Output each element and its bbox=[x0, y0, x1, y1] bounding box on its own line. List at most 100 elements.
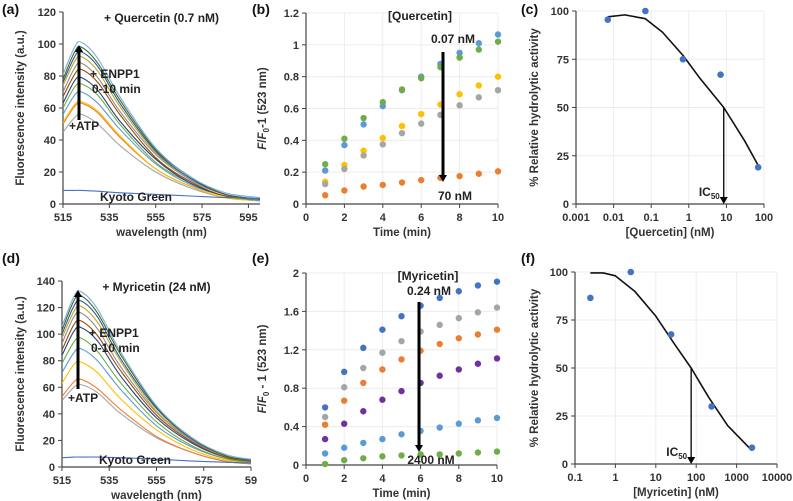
y-axis-title: F/F0-1 (523 nm) bbox=[257, 67, 271, 150]
spectrum-line bbox=[63, 100, 260, 202]
spectrum-line bbox=[63, 45, 260, 200]
data-point bbox=[436, 294, 443, 302]
y-tick-label: 0.2 bbox=[284, 167, 299, 179]
y-tick-label: 0 bbox=[293, 199, 299, 211]
data-point bbox=[360, 183, 367, 190]
data-point bbox=[493, 278, 501, 285]
data-point bbox=[321, 460, 329, 468]
data-point bbox=[360, 147, 367, 154]
y-tick-label: 1 bbox=[293, 40, 299, 52]
decrease-arrow-head bbox=[439, 175, 447, 182]
x-tick-label: 2 bbox=[341, 473, 347, 485]
high-concentration-label: 70 nM bbox=[438, 189, 472, 203]
y-tick-label: 80 bbox=[44, 71, 56, 83]
data-point bbox=[360, 364, 367, 372]
panel-label: (f) bbox=[521, 250, 535, 266]
spectrum-line bbox=[62, 378, 251, 465]
data-point bbox=[322, 192, 329, 199]
spectrum-line bbox=[62, 290, 251, 460]
y-tick-label: 80 bbox=[43, 356, 55, 368]
y-tick-label: 0 bbox=[563, 199, 569, 211]
low-concentration-label: 0.24 nM bbox=[407, 284, 451, 298]
atp-label: +ATP bbox=[68, 391, 98, 405]
data-point bbox=[341, 135, 348, 142]
y-tick-label: 100 bbox=[37, 329, 55, 341]
panel-label: (d) bbox=[2, 250, 20, 266]
data-point bbox=[341, 420, 348, 427]
spectrum-line bbox=[62, 336, 251, 463]
data-point bbox=[493, 448, 501, 455]
x-tick-label: 575 bbox=[193, 212, 211, 224]
data-point bbox=[360, 408, 367, 415]
x-tick-label: 575 bbox=[195, 475, 213, 487]
data-point bbox=[321, 404, 329, 411]
x-tick-label: 2 bbox=[341, 212, 347, 224]
y-axis-title: F/F0 - 1 (523 nm) bbox=[257, 324, 271, 413]
x-tick-label: 535 bbox=[100, 212, 118, 224]
data-point bbox=[341, 397, 348, 404]
panel-c: 0.001 0.01 0.1 1 10 100 0 25 50 75 100 (c) [Querceti… bbox=[521, 1, 773, 239]
data-point bbox=[398, 86, 406, 93]
y-tick-label: 20 bbox=[43, 435, 55, 447]
y-tick-label: 100 bbox=[38, 39, 56, 51]
data-point bbox=[398, 179, 406, 186]
data-point bbox=[360, 439, 367, 447]
y-tick-label: 25 bbox=[557, 151, 569, 163]
data-point bbox=[379, 98, 386, 106]
x-tick-label: 0.01 bbox=[603, 212, 624, 224]
data-point bbox=[341, 457, 348, 464]
x-tick-label: 555 bbox=[147, 212, 165, 224]
x-axis-title: wavelength (nm) bbox=[110, 490, 202, 501]
data-point bbox=[379, 181, 386, 189]
y-tick-label: 75 bbox=[557, 54, 569, 66]
x-axis-title: wavelength (nm) bbox=[115, 227, 207, 239]
y-tick-label: 0 bbox=[293, 460, 299, 472]
data-point bbox=[418, 120, 425, 127]
y-tick-label: 50 bbox=[556, 363, 568, 375]
y-axis-title: Fluorescence intensity (a.u.) bbox=[15, 296, 27, 451]
x-tick-label: 535 bbox=[100, 475, 118, 487]
data-point bbox=[456, 102, 463, 109]
y-tick-label: 120 bbox=[37, 303, 55, 315]
spectrum-line bbox=[62, 294, 251, 461]
data-point bbox=[604, 16, 612, 23]
x-tick-label: 515 bbox=[54, 212, 72, 224]
data-point bbox=[436, 321, 443, 329]
data-point bbox=[360, 114, 367, 122]
x-tick-label: 4 bbox=[380, 212, 387, 224]
y-tick-label: 0 bbox=[50, 199, 56, 211]
panel-f: 0.1 1 10 100 1000 10000 0 25 50 75 100 (f) [Myriceti… bbox=[521, 250, 792, 499]
x-tick-label: 8 bbox=[457, 212, 463, 224]
y-tick-label: 0.4 bbox=[284, 422, 300, 434]
data-point bbox=[475, 82, 482, 89]
data-point bbox=[456, 54, 463, 61]
data-point bbox=[493, 355, 501, 362]
enzyme-label: + ENPP1 bbox=[90, 67, 140, 81]
spectrum-line bbox=[62, 347, 251, 463]
y-tick-label: 140 bbox=[37, 276, 55, 288]
y-tick-label: 75 bbox=[556, 315, 568, 327]
data-point bbox=[474, 449, 482, 456]
data-point bbox=[748, 444, 756, 451]
data-point bbox=[456, 49, 463, 56]
panel-b: 0 2 4 6 8 10 0 0.2 0.4 0.6 0.8 1 1.2 (b) Time (min) F/F… bbox=[252, 1, 504, 239]
spectrum-line bbox=[62, 360, 251, 464]
y-tick-label: 60 bbox=[43, 382, 55, 394]
data-point bbox=[398, 337, 405, 345]
spectrum-line bbox=[63, 90, 260, 202]
panel-label: (e) bbox=[252, 250, 269, 266]
data-point bbox=[627, 268, 635, 276]
data-point bbox=[493, 414, 501, 422]
y-tick-label: 2 bbox=[293, 268, 299, 280]
y-tick-label: 1.2 bbox=[284, 8, 299, 20]
data-point bbox=[436, 372, 443, 379]
y-tick-label: 1.6 bbox=[284, 306, 299, 318]
data-point bbox=[455, 288, 462, 295]
data-point bbox=[494, 73, 502, 80]
data-point bbox=[398, 313, 405, 320]
data-point bbox=[455, 450, 462, 457]
atp-label: +ATP bbox=[69, 119, 99, 133]
data-point bbox=[341, 368, 348, 376]
x-tick-label: 10000 bbox=[762, 472, 793, 484]
data-point bbox=[475, 94, 482, 101]
